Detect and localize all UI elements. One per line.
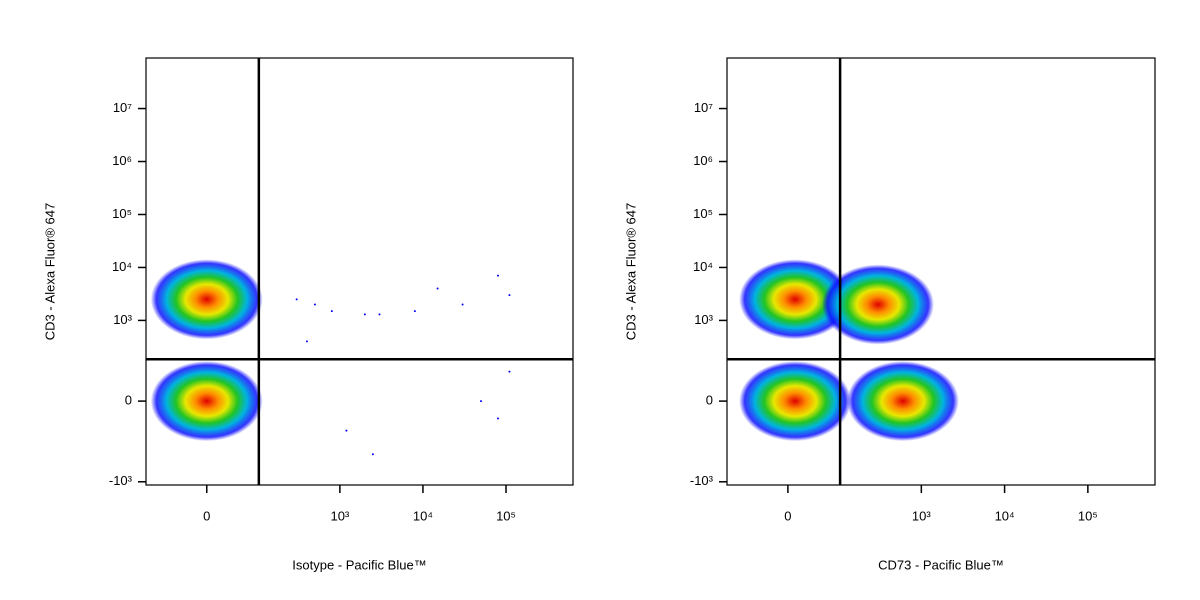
event-dot (305, 340, 308, 343)
y-tick-label: 10³ (694, 312, 713, 327)
population (150, 361, 263, 442)
event-dot (295, 298, 298, 301)
y-tick-label: 10⁵ (112, 206, 132, 221)
event-dot (480, 400, 483, 403)
x-tick-label: 0 (784, 508, 791, 523)
x-tick-label: 10³ (330, 508, 349, 523)
event-dot (461, 303, 464, 306)
y-tick-label: 10⁷ (694, 100, 713, 115)
event-dot (345, 429, 348, 432)
y-tick-label: 0 (706, 393, 713, 408)
event-dot (508, 370, 511, 373)
event-dot (378, 313, 381, 316)
population (739, 259, 852, 340)
event-dot (508, 294, 511, 297)
plot-frame (145, 57, 574, 486)
population (150, 259, 263, 340)
population (846, 361, 959, 442)
y-tick-label: 0 (125, 393, 132, 408)
population (739, 361, 852, 442)
population (822, 264, 935, 345)
x-tick-label: 10⁴ (413, 508, 433, 523)
event-dot (413, 310, 416, 313)
event-dot (371, 453, 374, 456)
y-tick-label: 10⁴ (112, 259, 132, 274)
x-tick-label: 10³ (912, 508, 931, 523)
event-dot (496, 274, 499, 277)
x-tick-label: 0 (203, 508, 210, 523)
y-tick-label: 10⁵ (693, 206, 713, 221)
y-tick-label: 10⁶ (693, 153, 713, 168)
x-tick-label: 10⁴ (995, 508, 1015, 523)
y-tick-label: 10⁴ (693, 259, 713, 274)
plot-frame (726, 57, 1156, 486)
x-axis-label: CD73 - Pacific Blue™ (878, 557, 1004, 572)
x-tick-label: 10⁵ (1078, 508, 1098, 523)
x-axis-label: Isotype - Pacific Blue™ (292, 557, 426, 572)
event-dot (496, 417, 499, 420)
y-tick-label: 10⁶ (112, 153, 132, 168)
y-tick-label: -10³ (109, 473, 133, 488)
event-dot (436, 287, 439, 290)
event-dot (313, 303, 316, 306)
event-dot (363, 313, 366, 316)
x-tick-label: 10⁵ (496, 508, 516, 523)
y-axis-label: CD3 - Alexa Fluor® 647 (623, 203, 638, 340)
y-tick-label: 10³ (113, 312, 132, 327)
event-dot (330, 310, 333, 313)
y-tick-label: 10⁷ (113, 100, 132, 115)
y-axis-label: CD3 - Alexa Fluor® 647 (42, 203, 57, 340)
y-tick-label: -10³ (690, 473, 714, 488)
